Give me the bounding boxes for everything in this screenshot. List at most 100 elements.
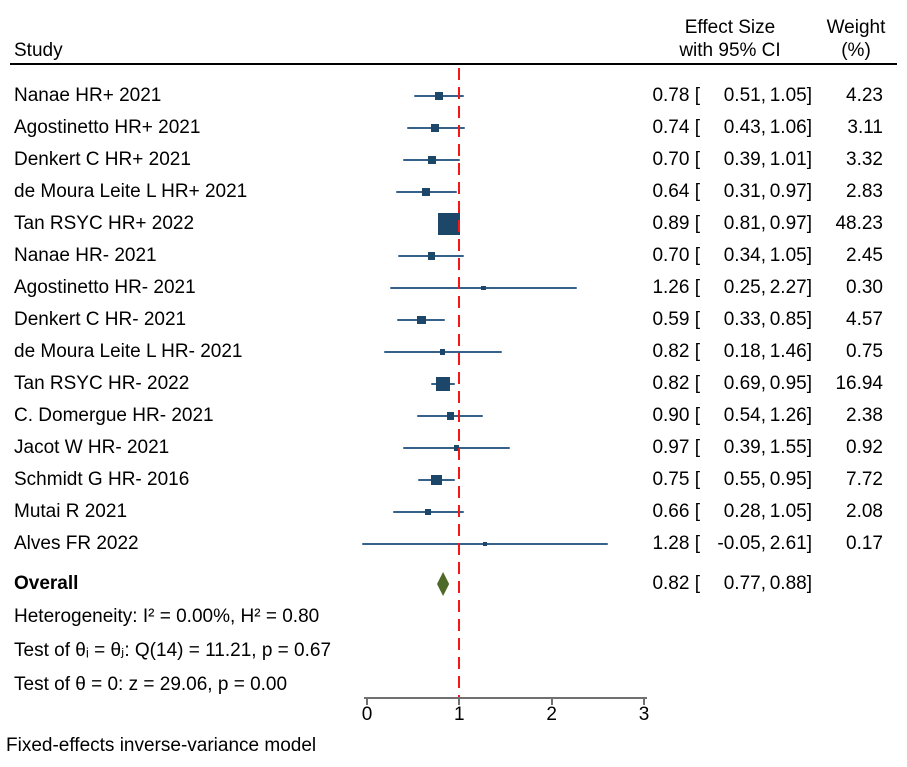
effect-size-value: 0.78 [ bbox=[652, 85, 700, 106]
ci-upper-value: 0.95] bbox=[769, 469, 812, 490]
effect-size-value: 0.82 [ bbox=[652, 341, 700, 362]
weight-value: 0.75 bbox=[846, 341, 883, 362]
ci-lower-value: -0.05, bbox=[717, 533, 766, 554]
study-column-header: Study bbox=[14, 40, 63, 61]
effect-size-header-line2: with 95% CI bbox=[679, 40, 781, 61]
ci-upper-value: 1.05] bbox=[769, 245, 812, 266]
ci-lower-value: 0.31, bbox=[723, 181, 766, 202]
x-axis-line bbox=[364, 697, 647, 699]
study-label: Nanae HR+ 2021 bbox=[14, 85, 162, 106]
effect-size-value: 0.74 [ bbox=[652, 117, 700, 138]
ci-upper-value: 1.05] bbox=[769, 501, 812, 522]
weight-value: 0.92 bbox=[846, 437, 883, 458]
reference-line bbox=[457, 68, 460, 698]
effect-size-value: 0.59 [ bbox=[652, 309, 700, 330]
ci-upper-value: 1.55] bbox=[769, 437, 812, 458]
weight-value: 16.94 bbox=[835, 373, 883, 394]
ci-lower-value: 0.55, bbox=[723, 469, 766, 490]
weight-header-line2: (%) bbox=[841, 40, 871, 61]
effect-square bbox=[438, 213, 461, 235]
study-label: de Moura Leite L HR+ 2021 bbox=[14, 181, 248, 202]
effect-size-value: 0.64 [ bbox=[652, 181, 700, 202]
ci-lower-value: 0.33, bbox=[723, 309, 766, 330]
weight-value: 0.17 bbox=[846, 533, 883, 554]
overall-ci-lower: 0.77, bbox=[723, 573, 766, 594]
stats-line: Test of θ = 0: z = 29.06, p = 0.00 bbox=[14, 674, 288, 695]
x-axis-tick-label: 0 bbox=[361, 704, 373, 725]
ci-lower-value: 0.81, bbox=[723, 213, 766, 234]
ci-lower-value: 0.51, bbox=[723, 85, 766, 106]
study-label: Denkert C HR+ 2021 bbox=[14, 149, 191, 170]
effect-square bbox=[428, 252, 436, 260]
weight-value: 3.32 bbox=[846, 149, 883, 170]
x-axis-tick bbox=[643, 699, 645, 705]
weight-value: 4.57 bbox=[846, 309, 883, 330]
study-label: Tan RSYC HR+ 2022 bbox=[14, 213, 195, 234]
effect-size-value: 1.26 [ bbox=[652, 277, 700, 298]
ci-lower-value: 0.39, bbox=[723, 437, 766, 458]
effect-square bbox=[431, 124, 440, 132]
ci-upper-value: 1.01] bbox=[769, 149, 812, 170]
effect-square bbox=[446, 412, 454, 420]
weight-value: 3.11 bbox=[847, 117, 883, 138]
overall-diamond bbox=[437, 572, 450, 596]
ci-lower-value: 0.34, bbox=[723, 245, 766, 266]
stats-line: Test of θᵢ = θⱼ: Q(14) = 11.21, p = 0.67 bbox=[14, 640, 332, 661]
effect-size-value: 0.97 [ bbox=[652, 437, 700, 458]
ci-upper-value: 1.06] bbox=[769, 117, 812, 138]
effect-square bbox=[434, 91, 444, 101]
weight-header-line1: Weight bbox=[826, 17, 886, 38]
study-label: Jacot W HR- 2021 bbox=[14, 437, 170, 458]
weight-value: 0.30 bbox=[846, 277, 883, 298]
effect-square bbox=[427, 156, 436, 164]
ci-lower-value: 0.25, bbox=[723, 277, 766, 298]
study-label: de Moura Leite L HR- 2021 bbox=[14, 341, 243, 362]
ci-upper-value: 1.46] bbox=[769, 341, 812, 362]
ci-upper-value: 0.95] bbox=[769, 373, 812, 394]
ci-lower-value: 0.54, bbox=[723, 405, 766, 426]
model-footnote: Fixed-effects inverse-variance model bbox=[6, 735, 317, 756]
ci-upper-value: 1.05] bbox=[769, 85, 812, 106]
study-label: Alves FR 2022 bbox=[14, 533, 139, 554]
study-label: Denkert C HR- 2021 bbox=[14, 309, 187, 330]
study-label: Agostinetto HR- 2021 bbox=[14, 277, 196, 298]
effect-square bbox=[424, 508, 432, 516]
weight-value: 2.08 bbox=[846, 501, 883, 522]
study-label: Tan RSYC HR- 2022 bbox=[14, 373, 190, 394]
effect-size-value: 0.70 [ bbox=[652, 149, 700, 170]
ci-upper-value: 1.26] bbox=[769, 405, 812, 426]
effect-size-value: 0.90 [ bbox=[652, 405, 700, 426]
effect-square bbox=[483, 541, 488, 546]
ci-lower-value: 0.28, bbox=[723, 501, 766, 522]
ci-upper-value: 0.85] bbox=[769, 309, 812, 330]
effect-square bbox=[435, 376, 450, 392]
weight-value: 2.38 bbox=[846, 405, 883, 426]
x-axis-tick bbox=[550, 699, 553, 705]
study-label: Agostinetto HR+ 2021 bbox=[14, 117, 201, 138]
x-axis-tick-label: 3 bbox=[638, 704, 650, 725]
study-label: Mutai R 2021 bbox=[14, 501, 128, 522]
x-axis-tick bbox=[366, 699, 368, 705]
weight-value: 7.72 bbox=[846, 469, 883, 490]
weight-value: 48.23 bbox=[835, 213, 883, 234]
ci-lower-value: 0.69, bbox=[723, 373, 766, 394]
x-axis-tick-label: 1 bbox=[454, 704, 465, 725]
overall-effect-size: 0.82 [ bbox=[652, 573, 700, 594]
header-divider-rule bbox=[10, 63, 897, 65]
ci-lower-value: 0.43, bbox=[723, 117, 766, 138]
effect-square bbox=[453, 445, 460, 451]
effect-size-value: 1.28 [ bbox=[652, 533, 700, 554]
effect-size-header-line1: Effect Size bbox=[684, 17, 776, 38]
effect-square bbox=[422, 188, 430, 196]
effect-size-value: 0.75 [ bbox=[652, 469, 700, 490]
x-axis-tick-label: 2 bbox=[546, 704, 557, 725]
effect-square bbox=[440, 349, 446, 355]
study-label: C. Domergue HR- 2021 bbox=[14, 405, 214, 426]
effect-square bbox=[417, 315, 426, 325]
effect-size-value: 0.70 [ bbox=[652, 245, 700, 266]
effect-size-value: 0.66 [ bbox=[652, 501, 700, 522]
effect-size-value: 0.82 [ bbox=[652, 373, 700, 394]
ci-upper-value: 0.97] bbox=[769, 181, 812, 202]
